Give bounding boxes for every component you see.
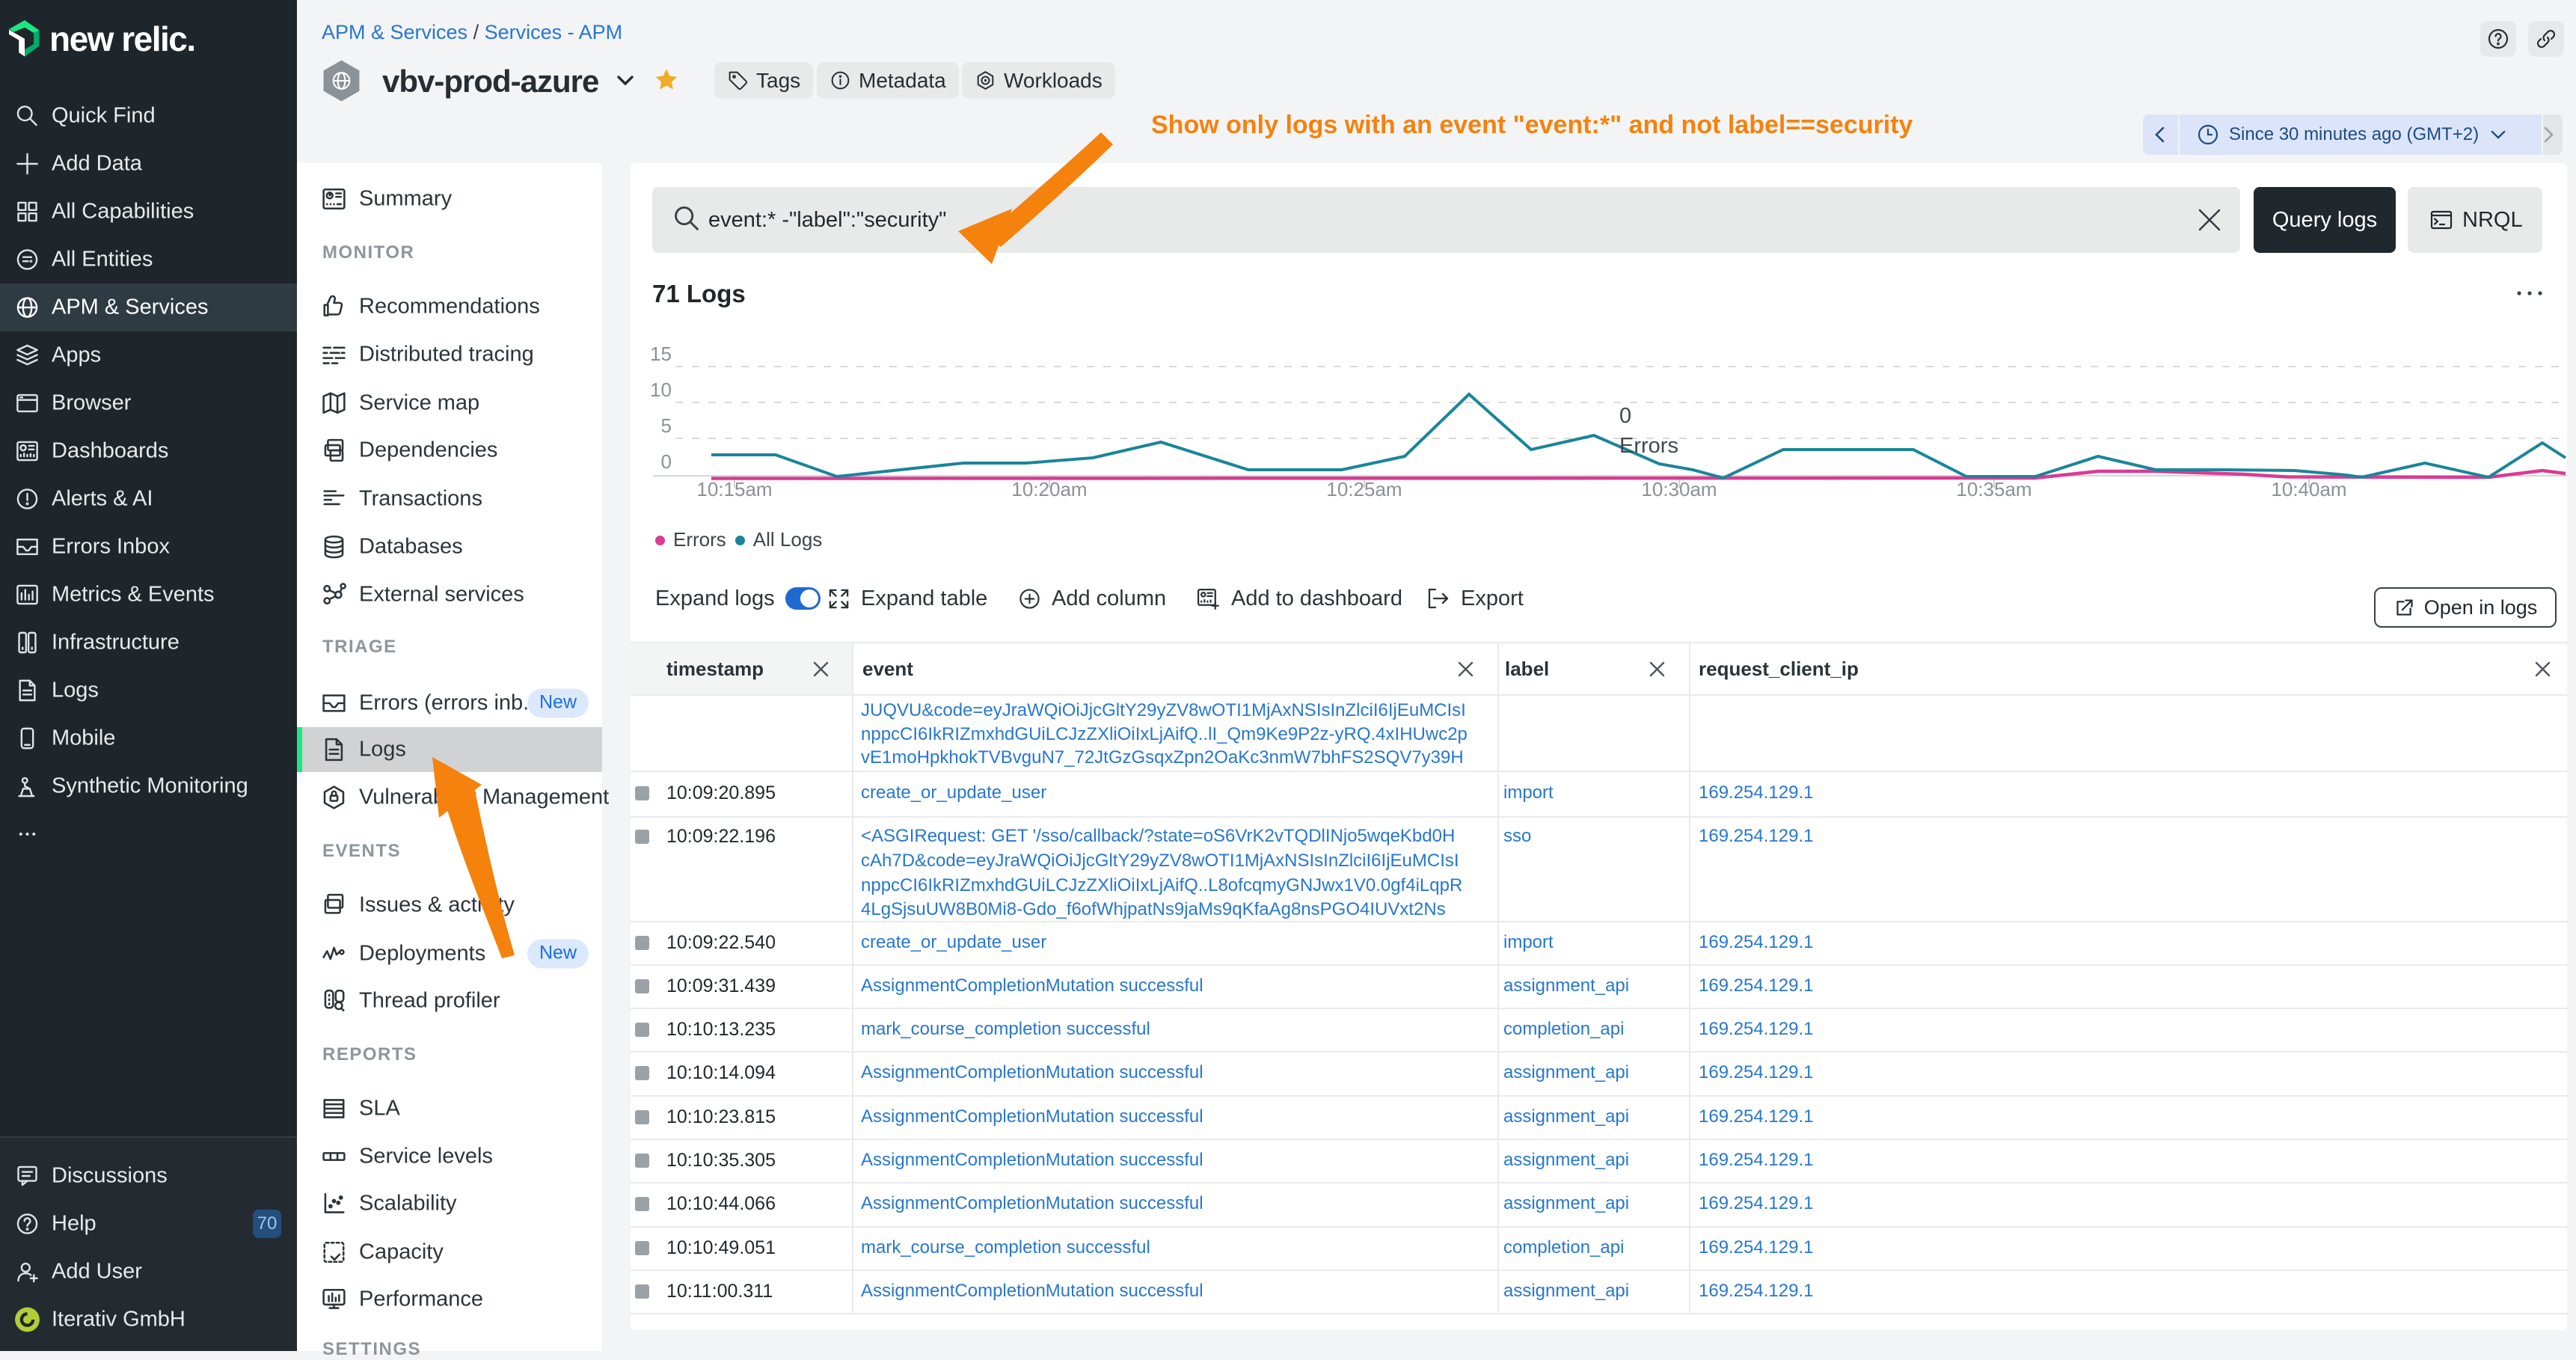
svg-text:0: 0	[1619, 404, 1631, 428]
svg-text:10:30am: 10:30am	[1641, 478, 1717, 500]
svg-text:10:35am: 10:35am	[1956, 478, 2031, 500]
svg-text:10:15am: 10:15am	[696, 478, 772, 500]
svg-text:10:40am: 10:40am	[2271, 478, 2346, 500]
svg-text:10: 10	[650, 379, 672, 401]
svg-text:5: 5	[661, 414, 672, 437]
svg-text:10:25am: 10:25am	[1326, 478, 1402, 500]
svg-text:10:20am: 10:20am	[1011, 478, 1087, 500]
svg-text:0: 0	[661, 450, 672, 473]
svg-text:Errors: Errors	[1619, 434, 1678, 458]
svg-text:15: 15	[650, 343, 672, 365]
